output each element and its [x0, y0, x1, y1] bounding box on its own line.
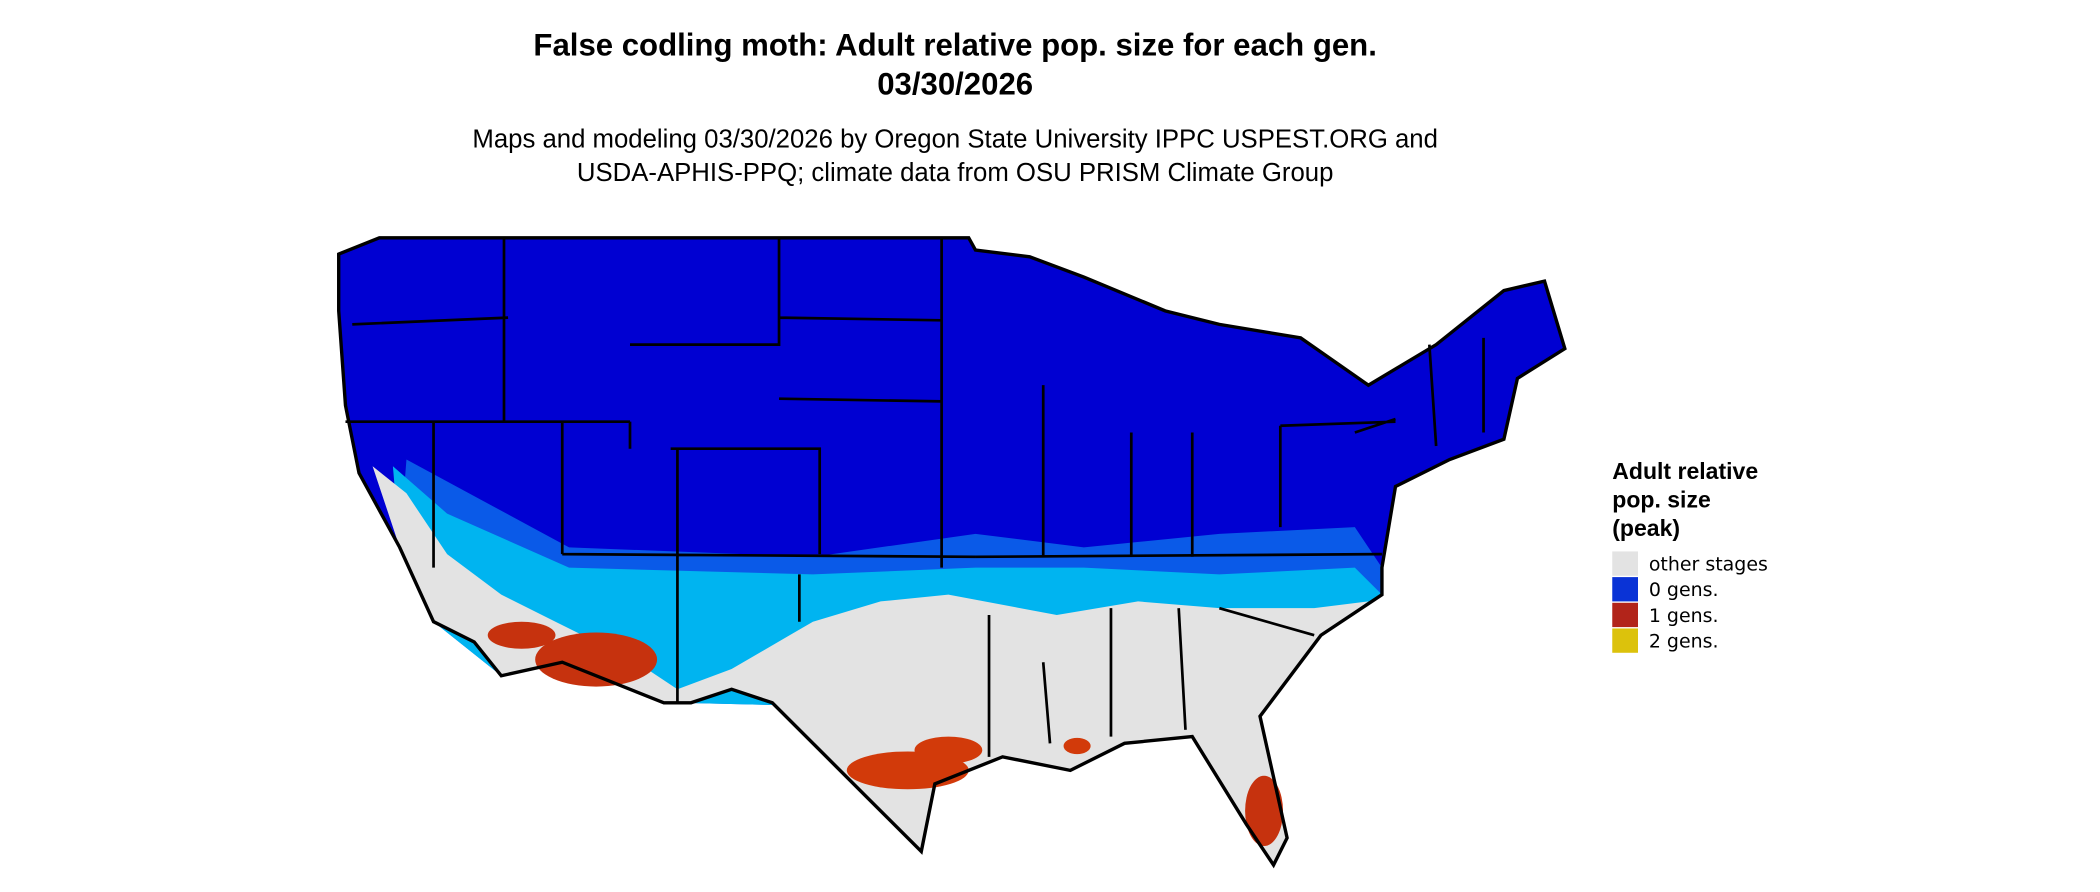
legend-label: 0 gens. [1649, 579, 1719, 601]
zone-1-gens [1063, 737, 1091, 755]
zone-other-stages [372, 466, 1369, 865]
legend-label: 1 gens. [1649, 605, 1719, 627]
zone-1-gens [487, 621, 556, 649]
us-map [337, 236, 1567, 869]
legend-swatch [1612, 577, 1638, 602]
legend-title: (peak) [1612, 515, 1680, 541]
legend-swatch [1612, 602, 1638, 628]
legend-swatch [1612, 551, 1638, 576]
title-date: 03/30/2026 [877, 67, 1033, 102]
legend-swatch [1612, 628, 1638, 653]
legend: Adult relative pop. size (peak) other st… [1612, 458, 1768, 653]
us-outline [337, 236, 1567, 869]
zone-1-gens [1245, 775, 1284, 847]
legend-label: other stages [1649, 553, 1768, 575]
legend-title: Adult relative [1612, 458, 1758, 484]
subtitle: Maps and modeling 03/30/2026 by Oregon S… [472, 125, 1438, 153]
subtitle: USDA-APHIS-PPQ; climate data from OSU PR… [577, 159, 1334, 187]
zone-1-gens [535, 632, 658, 687]
zone-1-gens [914, 736, 983, 764]
state-borders [345, 237, 1485, 757]
legend-label: 2 gens. [1649, 630, 1719, 652]
legend-title: pop. size [1612, 487, 1711, 513]
title: False codling moth: Adult relative pop. … [533, 28, 1376, 63]
